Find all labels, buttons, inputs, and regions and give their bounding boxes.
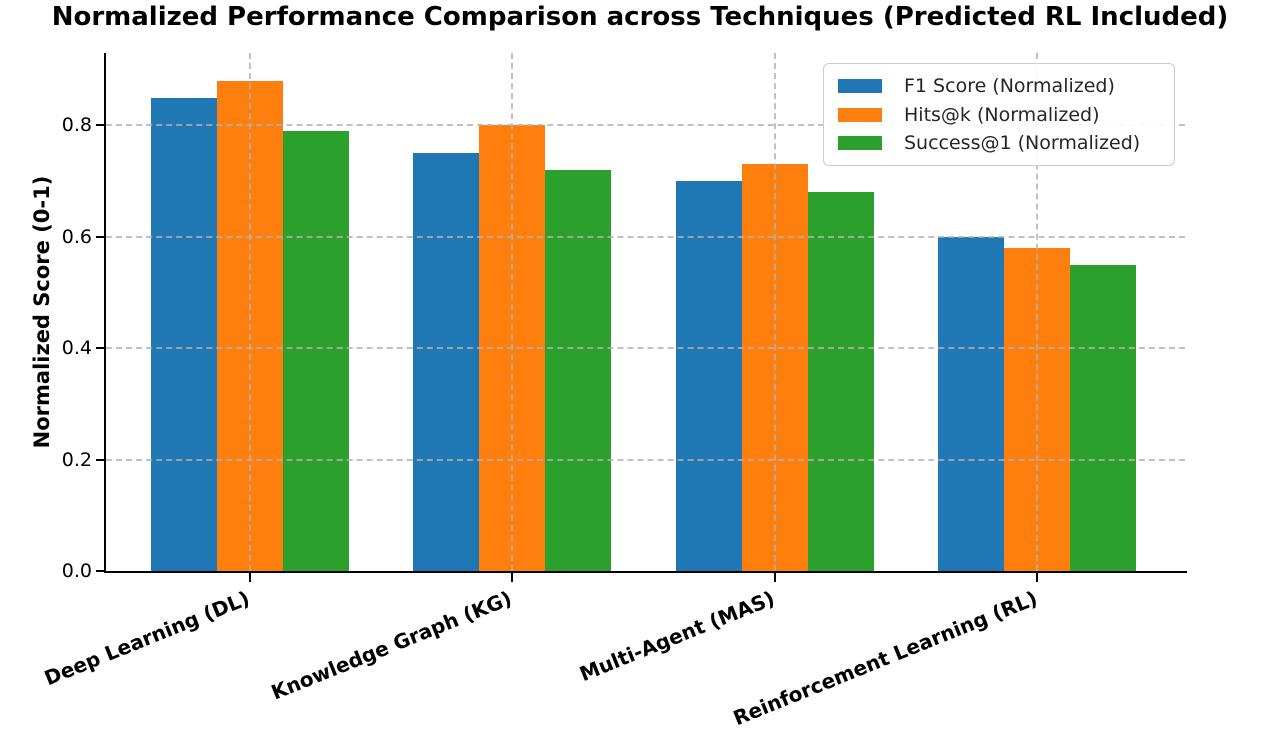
y-tick-mark [96,570,106,572]
bar [675,181,742,571]
legend-label: Success@1 (Normalized) [904,132,1141,155]
bar [545,169,612,571]
chart-title: Normalized Performance Comparison across… [51,2,1229,32]
x-tick-label: Multi-Agent (MAS) [576,586,778,687]
bar [938,236,1005,571]
legend-item: Hits@k (Normalized) [838,104,1160,126]
x-tick-label: Deep Learning (DL) [41,586,253,691]
bar [217,80,283,571]
bar [283,130,349,571]
bar [413,153,480,571]
x-tick-mark [249,573,251,582]
legend-label: F1 Score (Normalized) [904,74,1115,97]
x-tick-mark [1036,573,1039,582]
y-tick-label: 0.0 [61,560,92,582]
bar [807,192,874,571]
y-tick-label: 0.4 [61,337,92,360]
legend-label: Hits@k (Normalized) [904,103,1100,126]
y-tick-mark [96,347,106,350]
y-axis-spine [104,53,106,573]
bar [151,97,217,571]
y-tick-mark [96,235,106,238]
legend-swatch [838,107,882,122]
bar [1004,247,1071,571]
legend-swatch [838,136,882,151]
y-tick-mark [96,124,106,127]
y-tick-label: 0.6 [61,225,92,248]
x-tick-mark [511,573,514,582]
legend-item: F1 Score (Normalized) [838,75,1160,97]
legend-swatch [838,78,882,93]
x-axis-spine [104,571,1187,573]
y-axis-label: Normalized Score (0-1) [30,175,54,449]
y-tick-label: 0.8 [61,114,92,137]
legend-item: Success@1 (Normalized) [838,132,1160,154]
bar [1070,264,1137,571]
x-tick-mark [773,573,776,582]
bar [479,125,546,571]
bar [741,164,808,571]
legend: F1 Score (Normalized) Hits@k (Normalized)… [823,63,1175,166]
x-tick-label: Knowledge Graph (KG) [268,586,516,705]
y-tick-mark [96,458,106,461]
y-tick-label: 0.2 [61,448,92,471]
